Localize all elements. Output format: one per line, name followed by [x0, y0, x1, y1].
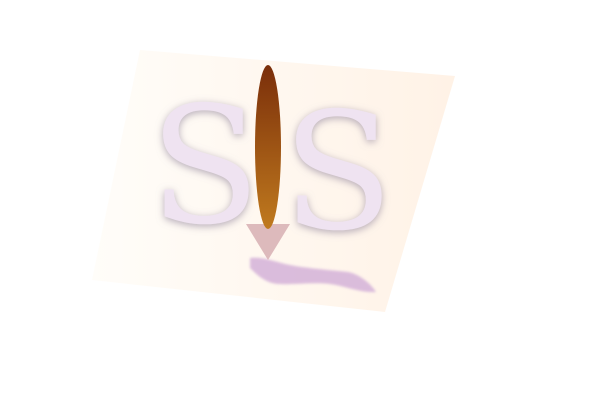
- arrowhead: [246, 224, 290, 260]
- logo-letter-left: S: [150, 73, 261, 261]
- logo-letter-right: S: [283, 79, 394, 267]
- spike-letter-i: [255, 65, 281, 229]
- underline-stroke: [250, 257, 376, 293]
